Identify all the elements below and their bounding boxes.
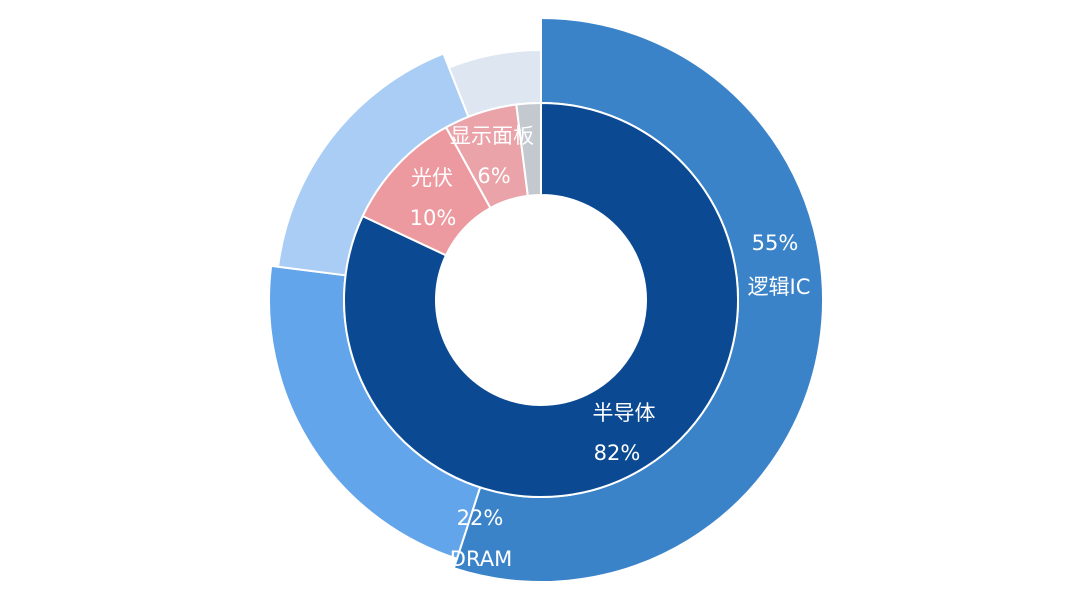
label-semiconductor-value: 82% bbox=[594, 441, 641, 465]
label-dram-value: 22% bbox=[457, 506, 504, 530]
label-dram-name: DRAM bbox=[450, 547, 512, 571]
label-logic-ic-name: 逻辑IC bbox=[748, 275, 811, 299]
label-semiconductor-name: 半导体 bbox=[593, 401, 656, 425]
label-display-panel-name: 显示面板 bbox=[450, 124, 534, 148]
outer-ring bbox=[268, 16, 824, 583]
inner-ring bbox=[343, 101, 739, 498]
inner-slice-3 bbox=[515, 101, 542, 197]
inner-slice-0 bbox=[343, 101, 739, 498]
label-display-panel-value: 6% bbox=[477, 164, 510, 188]
label-pv-name: 光伏 bbox=[411, 166, 453, 190]
label-logic-ic-value: 55% bbox=[752, 231, 799, 255]
label-pv-value: 10% bbox=[410, 206, 457, 230]
labels: 55% 逻辑IC 22% DRAM 半导体 82% 光伏 10% 显示面板 6% bbox=[410, 124, 811, 571]
